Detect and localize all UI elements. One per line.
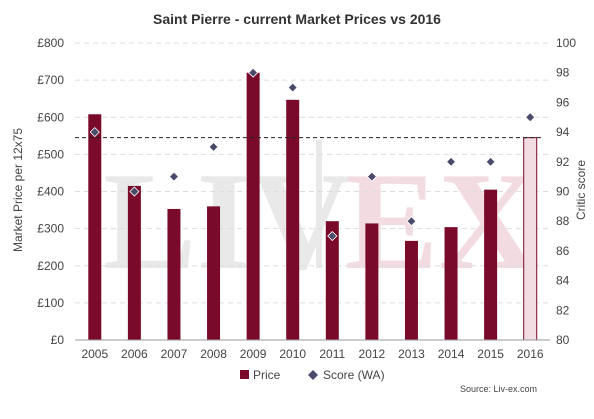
y2-tick-label: 90 xyxy=(556,185,570,199)
score-point xyxy=(445,156,457,167)
y2-axis-title: Critic score xyxy=(574,160,588,220)
x-tick-label: 2006 xyxy=(121,347,148,361)
price-bars xyxy=(88,72,538,341)
score-point xyxy=(366,171,377,182)
right-axis-ticks: 80 82 84 86 88 90 92 94 96 98 100 xyxy=(556,36,576,347)
x-tick-label: 2007 xyxy=(161,347,188,361)
x-axis-ticks: 2005 2006 2007 2008 2009 2010 2011 2012 2013 2014… xyxy=(81,347,543,361)
chart-title: Saint Pierre - current Market Prices vs … xyxy=(153,11,441,27)
y2-tick-label: 92 xyxy=(556,155,570,169)
x-tick-label: 2011 xyxy=(319,347,345,361)
score-points xyxy=(89,67,536,242)
score-point xyxy=(287,82,298,93)
y2-tick-label: 94 xyxy=(556,125,570,139)
svg-text:LIV: LIV xyxy=(103,144,352,299)
price-bar xyxy=(207,206,221,340)
y-tick-label: £300 xyxy=(37,222,64,236)
y-tick-label: £100 xyxy=(37,296,64,310)
x-tick-label: 2005 xyxy=(81,347,108,361)
price-bar xyxy=(246,72,260,340)
x-tick-label: 2015 xyxy=(477,347,504,361)
price-bar xyxy=(404,240,418,340)
legend: Price Score (WA) xyxy=(240,368,385,382)
price-bar xyxy=(523,137,538,341)
score-point xyxy=(327,230,338,242)
x-tick-label: 2008 xyxy=(200,347,227,361)
price-bar xyxy=(127,185,141,340)
y-axis-title: Market Price per 12x75 xyxy=(11,128,25,252)
y2-tick-label: 84 xyxy=(556,274,570,288)
legend-price-label: Price xyxy=(253,368,281,382)
gridlines xyxy=(75,42,550,304)
price-bar xyxy=(325,221,339,340)
x-tick-label: 2009 xyxy=(240,347,267,361)
score-point xyxy=(89,127,100,138)
y-tick-label: £200 xyxy=(37,259,64,273)
score-point xyxy=(248,67,259,78)
score-point xyxy=(129,186,140,197)
legend-score-marker xyxy=(308,370,318,380)
y-tick-label: £800 xyxy=(37,36,64,50)
score-point xyxy=(208,141,219,153)
price-bar xyxy=(88,114,102,340)
x-tick-label: 2012 xyxy=(359,347,386,361)
x-tick-label: 2014 xyxy=(438,347,465,361)
y-tick-label: £0 xyxy=(51,333,65,347)
score-point xyxy=(168,171,180,182)
legend-price-swatch xyxy=(240,370,249,379)
y2-tick-label: 96 xyxy=(556,95,570,109)
x-tick-label: 2013 xyxy=(398,347,425,361)
livex-watermark-logo: LIV EX xyxy=(103,140,539,299)
y2-tick-label: 82 xyxy=(556,303,570,317)
y-tick-label: £500 xyxy=(37,147,64,161)
source-note: Source: Liv-ex.com xyxy=(460,384,537,394)
price-bar xyxy=(484,189,498,340)
y-tick-label: £400 xyxy=(37,185,64,199)
price-bar xyxy=(167,208,181,340)
score-point xyxy=(406,216,417,227)
y2-tick-label: 98 xyxy=(556,66,570,80)
price-bar xyxy=(365,223,379,340)
y-tick-label: £600 xyxy=(37,110,64,124)
y-tick-label: £700 xyxy=(37,73,64,87)
y2-tick-label: 100 xyxy=(556,36,576,50)
x-tick-label: 2016 xyxy=(517,347,544,361)
x-tick-label: 2010 xyxy=(279,347,306,361)
score-point xyxy=(525,112,536,123)
score-point xyxy=(485,156,496,167)
left-axis-ticks: £0 £100 £200 £300 £400 £500 £600 £700 £800 xyxy=(37,36,64,347)
y2-tick-label: 80 xyxy=(556,333,570,347)
y2-tick-label: 86 xyxy=(556,244,570,258)
price-bar xyxy=(286,99,300,341)
y2-tick-label: 88 xyxy=(556,214,570,228)
price-bar xyxy=(444,227,458,340)
legend-score-label: Score (WA) xyxy=(323,368,385,382)
